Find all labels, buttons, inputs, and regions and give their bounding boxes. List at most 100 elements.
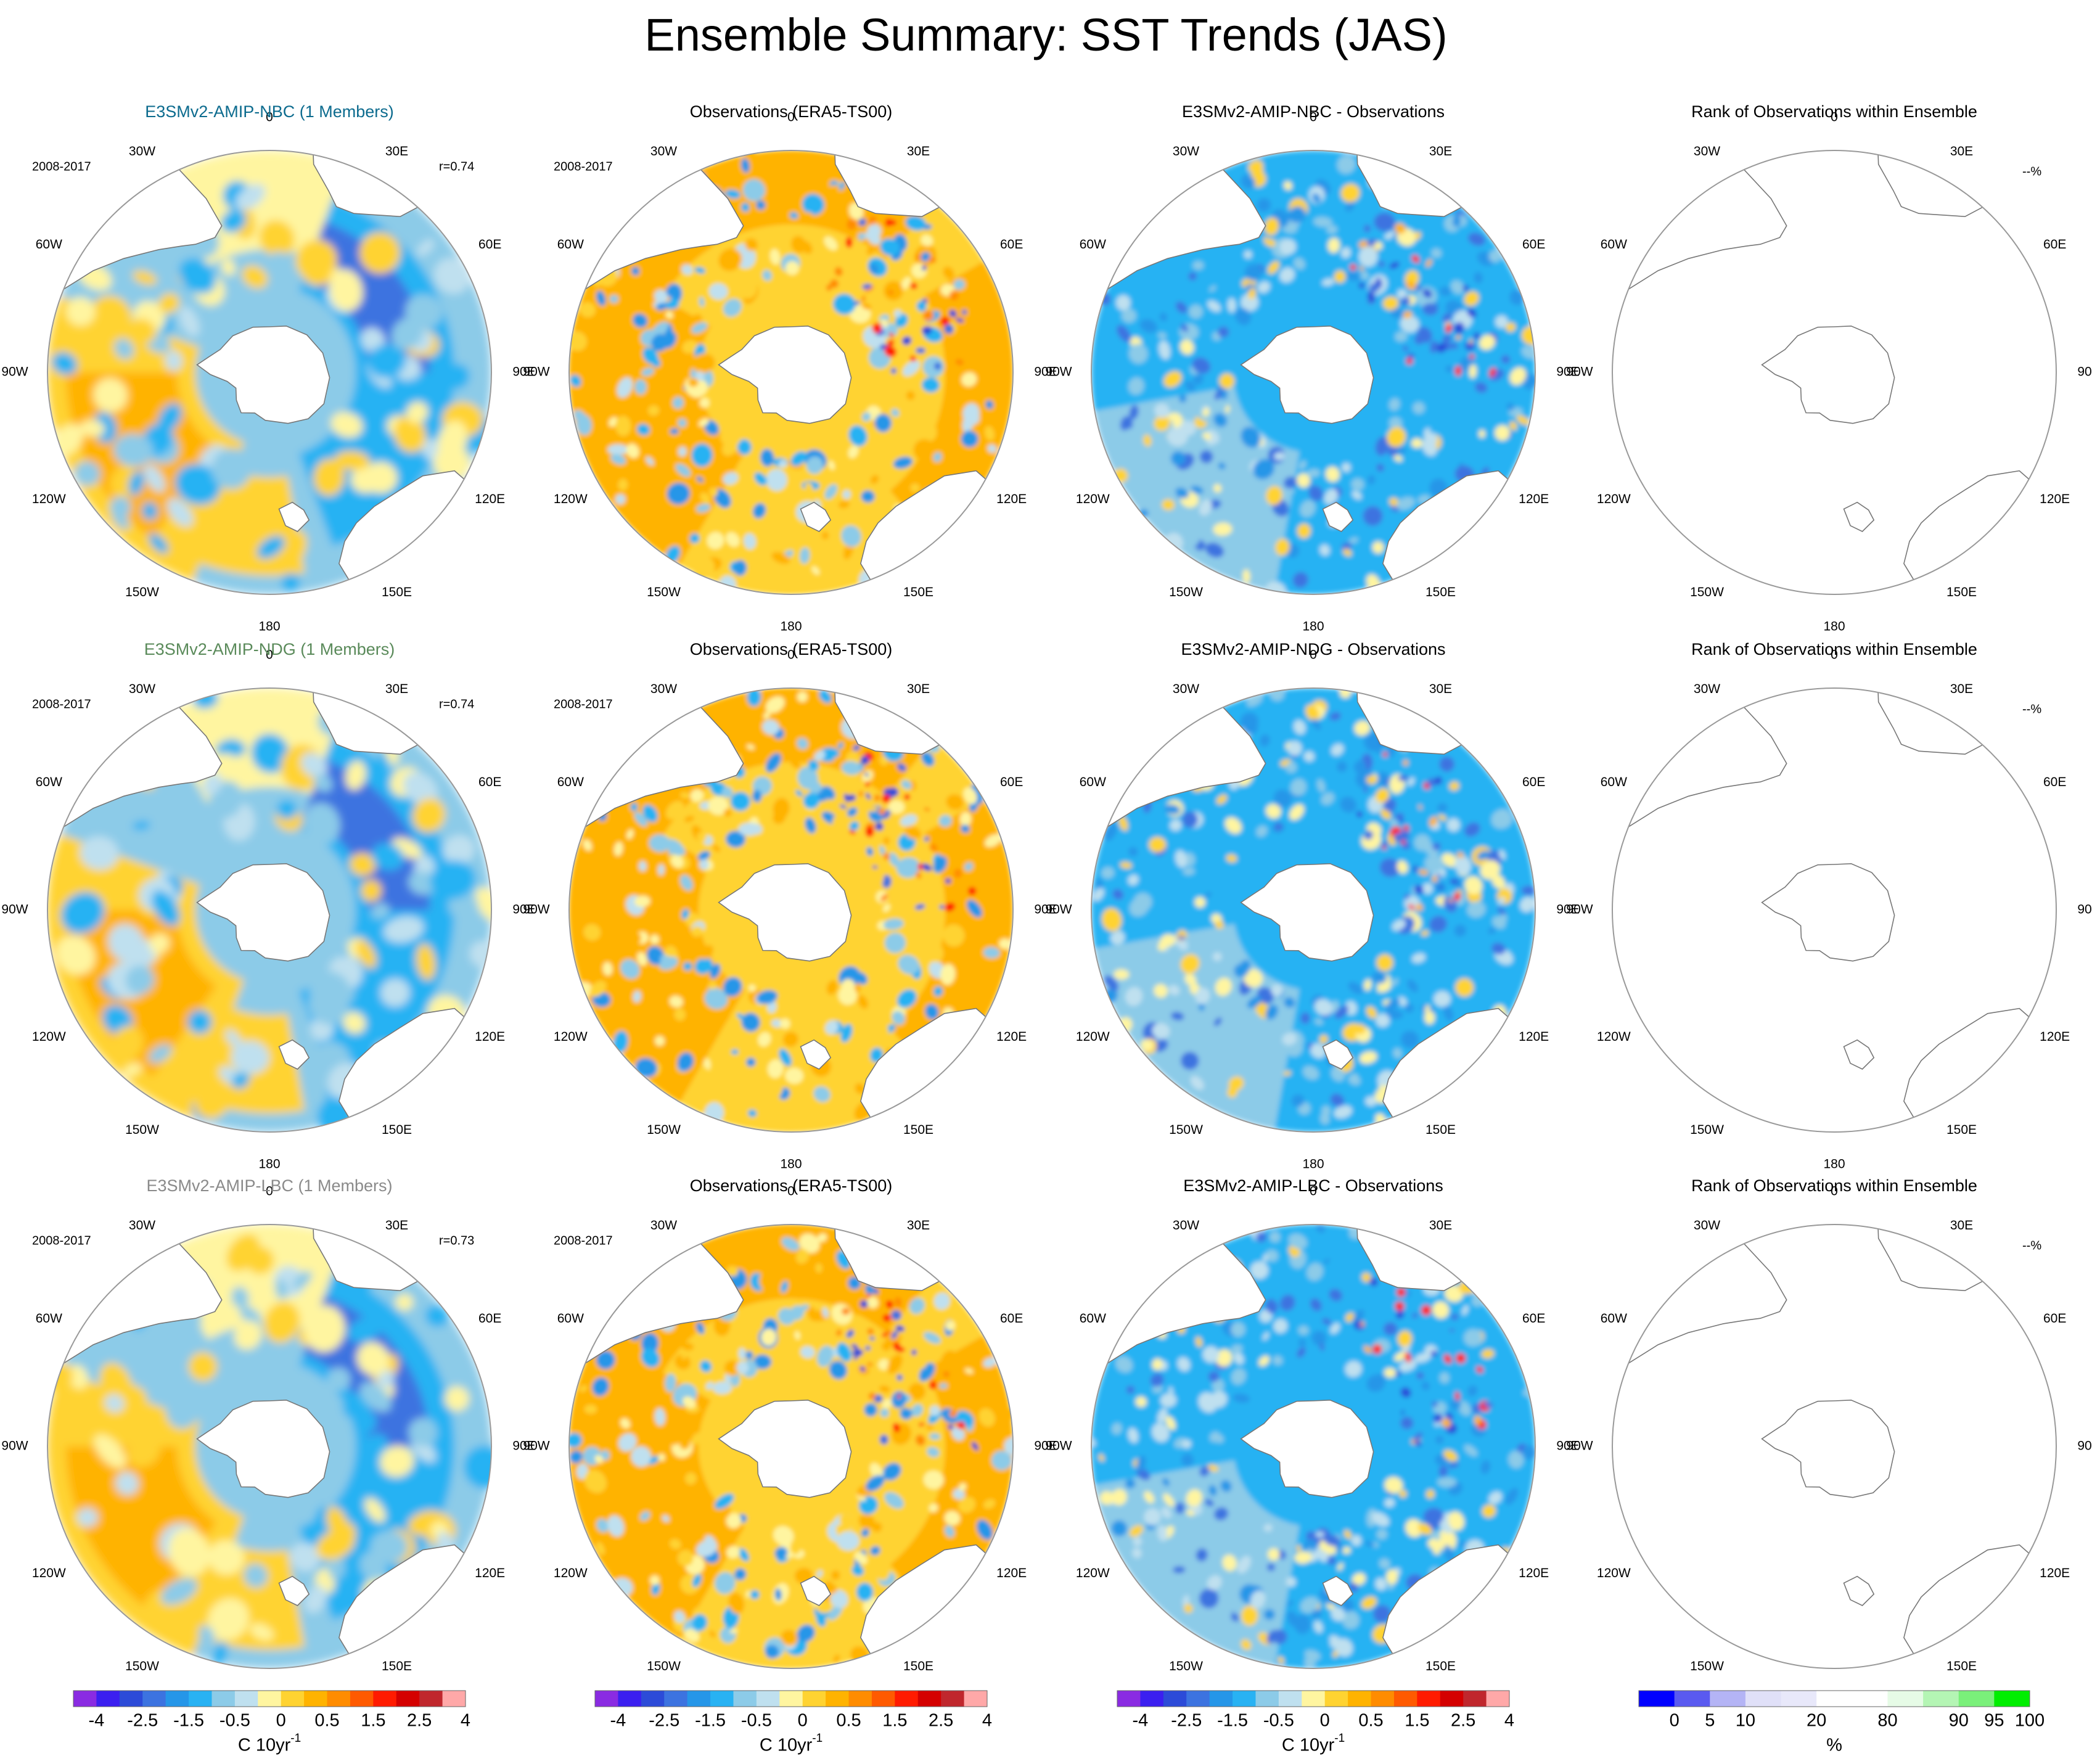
longitude-label: 90E — [2077, 903, 2092, 917]
map-boundary — [568, 150, 1014, 595]
longitude-label: 30W — [129, 1218, 155, 1233]
longitude-label: 90E — [512, 365, 535, 379]
map-panel: 0 30E 60E 90E 120E 150E 180 150W 120W 90W 60W 30W Ra… — [1566, 640, 2092, 1171]
longitude-label: 90W — [1, 903, 28, 917]
new-zealand-coastline — [800, 501, 832, 532]
colorbar-tick-label: -1.5 — [1217, 1711, 1248, 1731]
longitude-label: 90E — [1034, 365, 1057, 379]
new-zealand-coastline — [1843, 1039, 1875, 1070]
colorbar-tick-label: -1.5 — [173, 1711, 204, 1731]
longitude-label: 120E — [996, 1030, 1027, 1044]
colorbar-swatch — [419, 1691, 443, 1707]
longitude-label: 90E — [1034, 903, 1057, 917]
longitude-label: 120E — [2040, 492, 2070, 506]
longitude-label: 90E — [512, 1439, 535, 1453]
longitude-label: 30E — [1429, 1218, 1452, 1233]
map-boundary — [47, 150, 492, 595]
longitude-label: 120E — [996, 1566, 1027, 1580]
colorbar-tick-label: -0.5 — [219, 1711, 250, 1731]
rank-panel-title: Rank of Observations within Ensemble — [1691, 640, 1977, 658]
longitude-label: 0 — [1310, 110, 1317, 125]
new-zealand-coastline — [1843, 1575, 1875, 1606]
longitude-label: 0 — [787, 648, 795, 662]
colorbar-swatch — [258, 1691, 282, 1707]
longitude-label: 30E — [1429, 144, 1452, 158]
colorbar-swatch — [1302, 1691, 1326, 1707]
colorbar-tick-label: 4 — [1504, 1711, 1514, 1731]
colorbar-swatch — [1463, 1691, 1487, 1707]
colorbar-tick-label: 95 — [1984, 1711, 2004, 1731]
period-label: 2008-2017 — [32, 1234, 91, 1247]
colorbar-swatch — [1486, 1691, 1510, 1707]
longitude-label: 90W — [1045, 1439, 1072, 1453]
colorbar-swatch — [350, 1691, 374, 1707]
map-boundary — [1612, 687, 2057, 1133]
colorbar-tick-label: 4 — [461, 1711, 470, 1731]
colorbar-swatch — [1348, 1691, 1372, 1707]
colorbar-swatch — [1958, 1691, 1995, 1707]
colorbar-tick-label: 2.5 — [1451, 1711, 1475, 1731]
map-panel: 030E60E90E120E150E180150W120W90W60W30WOb… — [523, 1176, 1057, 1707]
colorbar-swatch — [1163, 1691, 1187, 1707]
colorbar-swatch — [756, 1691, 780, 1707]
colorbar-tick-label: 90 — [1949, 1711, 1969, 1731]
colorbar-swatch — [119, 1691, 143, 1707]
longitude-label: 90E — [1556, 903, 1579, 917]
longitude-label: 180 — [258, 620, 280, 634]
colorbar-tick-label: 4 — [982, 1711, 992, 1731]
longitude-label: 180 — [780, 620, 802, 634]
longitude-label: 30W — [1173, 144, 1199, 158]
longitude-label: 0 — [787, 110, 795, 125]
period-label: 2008-2017 — [554, 697, 613, 711]
longitude-label: 90W — [1, 1439, 28, 1453]
colorbar-tick-label: 5 — [1705, 1711, 1715, 1731]
new-zealand-coastline — [800, 1575, 832, 1606]
rank-panel-title: Rank of Observations within Ensemble — [1691, 1176, 1977, 1195]
colorbar-swatch — [1140, 1691, 1164, 1707]
rank-colorbar: 0 5 10 20 80 90 95 100% — [1638, 1690, 2045, 1755]
colorbar-swatch — [595, 1691, 618, 1707]
colorbar-units-sup: -1 — [812, 1732, 822, 1745]
longitude-label: 30E — [907, 144, 930, 158]
new-zealand-coastline — [278, 501, 310, 532]
colorbar-swatch — [142, 1691, 166, 1707]
colorbar-tick-label: 0 — [1670, 1711, 1680, 1731]
longitude-label: 30E — [1429, 682, 1452, 696]
longitude-label: 60W — [557, 775, 584, 789]
colorbar-tick-label: 0.5 — [1358, 1711, 1383, 1731]
colorbar-swatch — [1324, 1691, 1348, 1707]
colorbar-swatch — [211, 1691, 236, 1707]
rank-percent-label: --% — [2022, 702, 2041, 716]
antarctica-coastline — [718, 1399, 852, 1498]
colorbar-swatch — [1255, 1691, 1279, 1707]
longitude-label: 150W — [125, 1659, 159, 1673]
longitude-label: 30E — [1950, 682, 1973, 696]
colorbar-swatch — [1117, 1691, 1141, 1707]
longitude-label: 60W — [1601, 775, 1627, 789]
longitude-label: 150W — [1169, 1123, 1203, 1137]
antarctica-coastline — [1761, 325, 1895, 424]
colorbar-swatch — [1278, 1691, 1302, 1707]
period-label: 2008-2017 — [32, 697, 91, 711]
longitude-label: 150W — [1690, 585, 1724, 599]
colorbar-swatch — [826, 1691, 850, 1707]
colorbar-tick-label: 0.5 — [314, 1711, 339, 1731]
antarctica-coastline — [718, 863, 852, 962]
longitude-label: 150W — [647, 1659, 681, 1673]
longitude-label: 150E — [903, 1659, 933, 1673]
colorbar-swatch — [1417, 1691, 1441, 1707]
colorbar-tick-label: -4 — [1133, 1711, 1149, 1731]
longitude-label: 150E — [1425, 585, 1456, 599]
colorbar-tick-label: 0 — [798, 1711, 808, 1731]
colorbar-units-sup: -1 — [1334, 1732, 1345, 1745]
colorbar-swatch — [1440, 1691, 1464, 1707]
colorbar-swatch — [733, 1691, 757, 1707]
colorbar-swatch — [1186, 1691, 1210, 1707]
longitude-label: 60W — [1080, 775, 1106, 789]
map-panel: 030E60E90E120E150E180150W120W90W60W30WE3… — [1045, 1176, 1579, 1707]
longitude-label: 120W — [554, 492, 588, 506]
colorbar-units: C 10yr-1 — [760, 1732, 822, 1755]
longitude-label: 30W — [1173, 1218, 1199, 1233]
longitude-label: 150W — [647, 585, 681, 599]
map-panel: 030E60E90E120E150E180150W120W90W60W30WOb… — [523, 640, 1057, 1171]
